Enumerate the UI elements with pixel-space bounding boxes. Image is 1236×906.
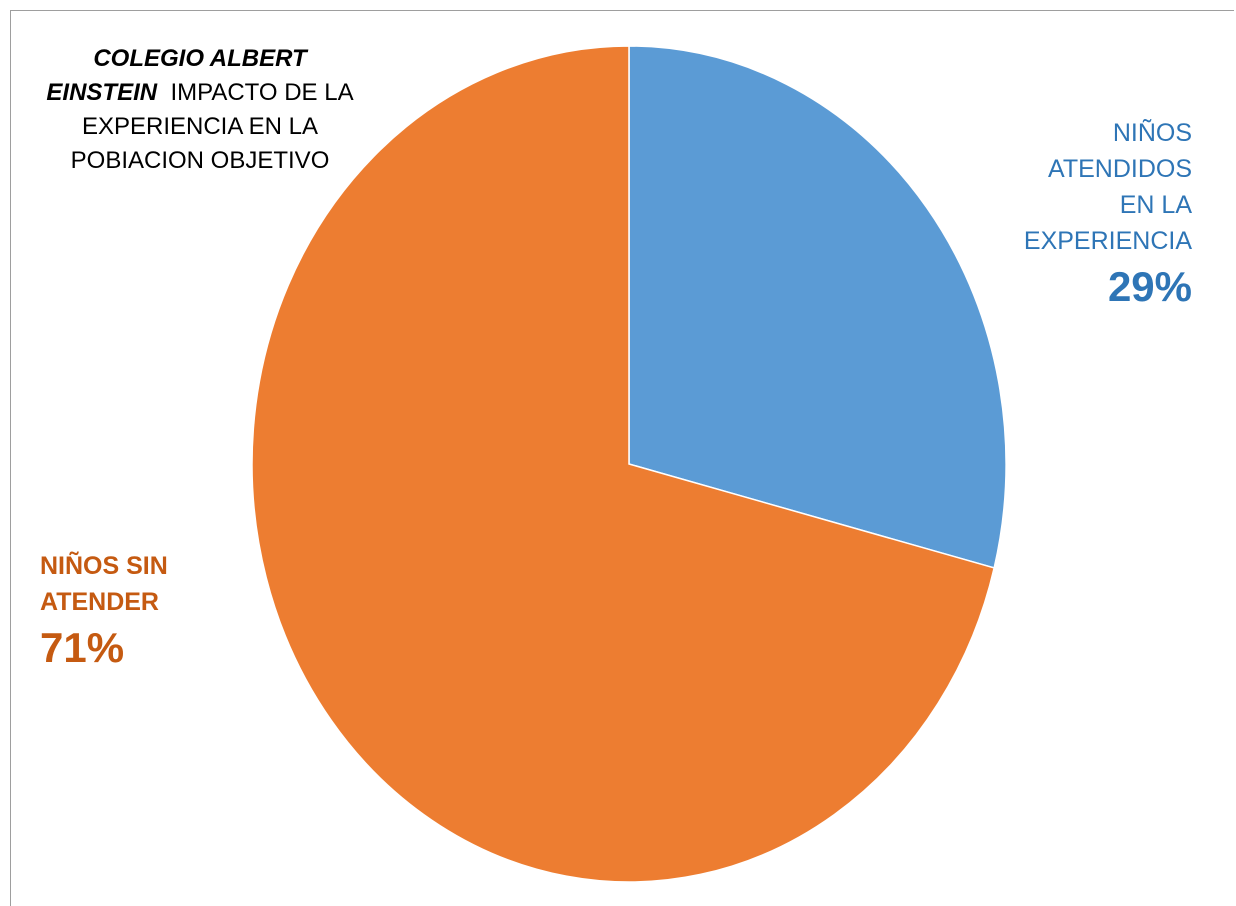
chart-title: COLEGIO ALBERT EINSTEIN IMPACTO DE LA EX… [40,42,360,178]
slice-label-atendidos-line: NIÑOS [1112,119,1192,147]
title-school-line1: COLEGIO ALBERT [93,45,307,72]
title-description: IMPACTO DE LA EXPERIENCIA EN LA POBIACIO… [70,79,354,174]
slice-label-sin-atender: NIÑOS SIN ATENDER 71% [40,548,300,676]
slice-value-sin-atender: 71% [40,624,125,671]
chart-frame [10,10,1234,906]
slice-label-sin-atender-line: ATENDER [40,588,159,616]
slice-value-atendidos: 29% [1107,263,1192,310]
slice-label-sin-atender-line: NIÑOS SIN [40,552,168,580]
pie-slice-atendidos [628,45,1007,569]
slice-label-atendidos-line: EN LA [1119,191,1192,219]
slice-label-atendidos-line: EXPERIENCIA [1023,227,1192,255]
slice-label-atendidos-line: ATENDIDOS [1048,155,1192,183]
pie-slice-sin-atender [251,45,996,883]
title-school-line2: EINSTEIN [46,79,158,106]
slice-label-atendidos: NIÑOS ATENDIDOS EN LA EXPERIENCIA 29% [932,115,1192,315]
